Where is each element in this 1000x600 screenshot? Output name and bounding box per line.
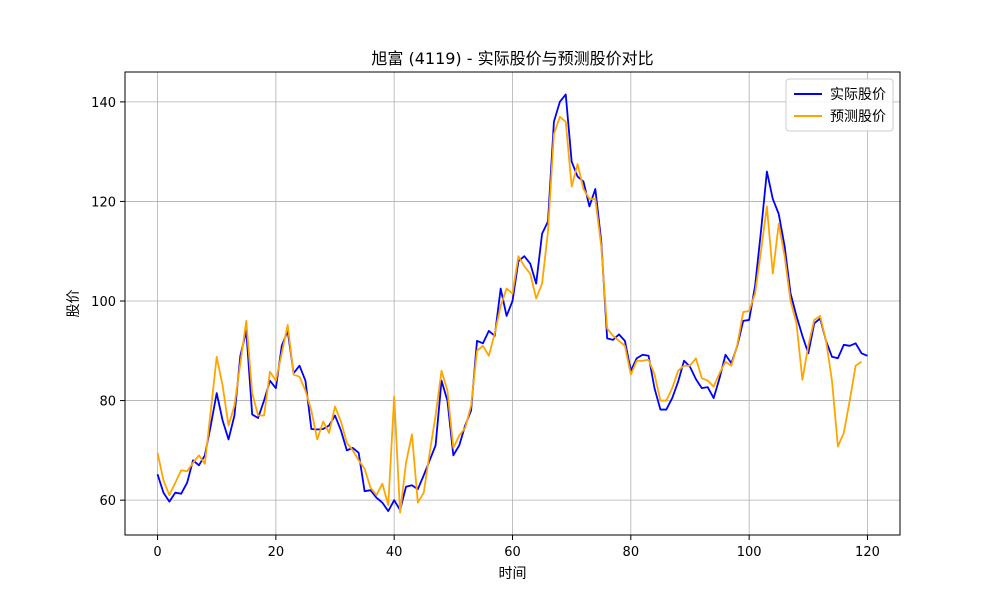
series-layer bbox=[156, 93, 868, 514]
axis-ticks: 0 20 40 60 80 100 120 60 80 100 120 140 bbox=[91, 96, 880, 560]
actual-price-line bbox=[156, 93, 868, 513]
y-tick-label: 60 bbox=[99, 494, 116, 509]
x-tick-label: 0 bbox=[153, 545, 161, 560]
y-tick-label: 120 bbox=[91, 195, 116, 210]
legend-box bbox=[785, 78, 894, 132]
x-tick-label: 20 bbox=[268, 545, 285, 560]
predicted-price-line bbox=[156, 115, 863, 514]
y-axis-label: 股价 bbox=[66, 290, 82, 318]
y-tick-label: 100 bbox=[91, 295, 116, 310]
x-axis-label: 时间 bbox=[499, 566, 527, 582]
y-tick-label: 140 bbox=[91, 96, 116, 111]
x-tick-label: 60 bbox=[504, 545, 521, 560]
x-tick-label: 100 bbox=[737, 545, 762, 560]
x-tick-label: 80 bbox=[623, 545, 640, 560]
legend-label-predicted: 预测股价 bbox=[830, 109, 886, 125]
x-tick-label: 40 bbox=[386, 545, 403, 560]
y-tick-label: 80 bbox=[99, 395, 116, 410]
x-tick-label: 120 bbox=[855, 545, 880, 560]
chart-title: 旭富 (4119) - 实际股价与预测股价对比 bbox=[371, 49, 653, 68]
legend-label-actual: 实际股价 bbox=[830, 87, 886, 103]
legend: 实际股价 预测股价 bbox=[785, 78, 894, 132]
